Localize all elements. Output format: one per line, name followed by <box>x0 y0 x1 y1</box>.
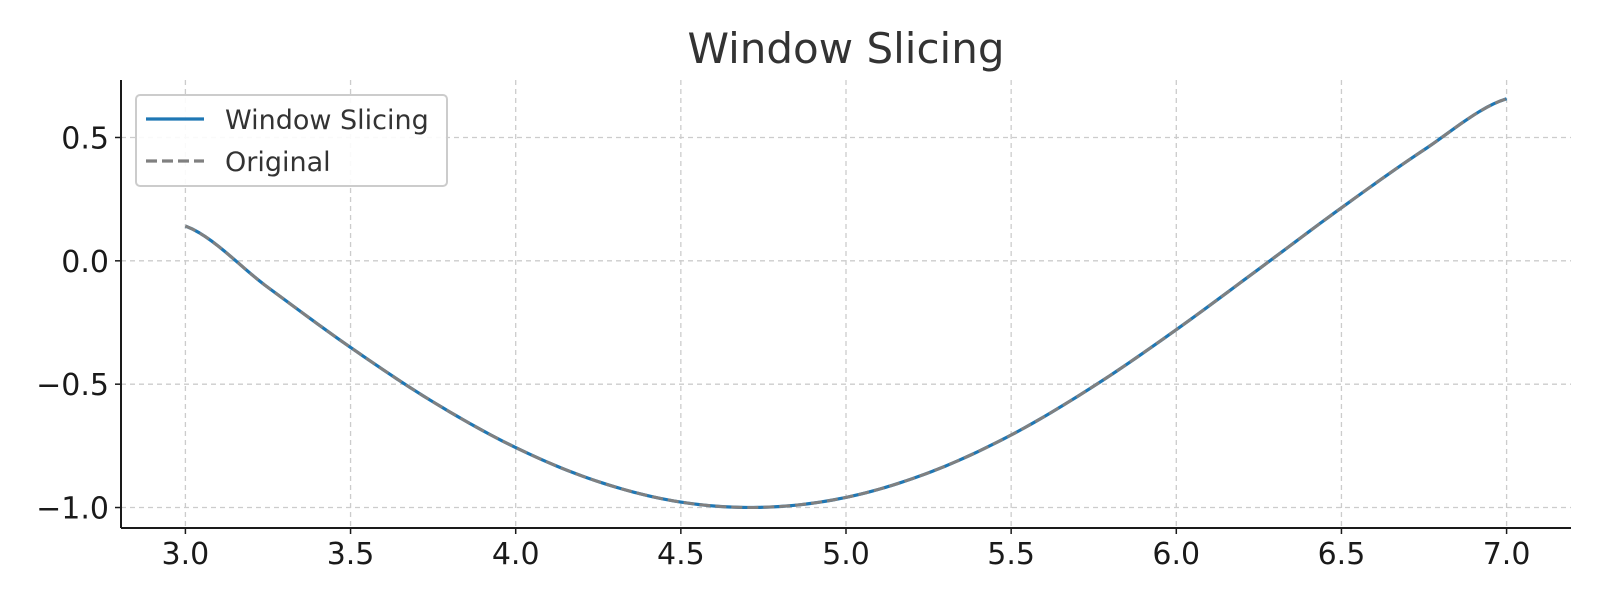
x-tick-label: 4.0 <box>492 537 540 572</box>
chart-title: Window Slicing <box>688 24 1005 73</box>
x-tick-label: 4.5 <box>657 537 705 572</box>
x-tick-label: 6.5 <box>1318 537 1366 572</box>
legend-label: Original <box>225 147 331 178</box>
x-tick-label: 3.5 <box>327 537 375 572</box>
series-layer <box>184 97 1508 510</box>
grid <box>121 80 1571 528</box>
x-tick-label: 5.0 <box>822 537 870 572</box>
x-tick-label: 5.5 <box>987 537 1035 572</box>
axes: 3.0 3.5 4.0 4.5 5.0 5.5 6.0 6.5 7.0 0.5 0.0 −0.5 −1.… <box>36 80 1571 572</box>
y-tick-label: 0.5 <box>61 121 109 156</box>
legend-box <box>135 94 448 187</box>
y-tick-label: −1.0 <box>36 492 109 527</box>
y-tick-label: −0.5 <box>36 368 109 403</box>
x-tick-label: 7.0 <box>1483 537 1531 572</box>
legend-label: Window Slicing <box>225 105 429 136</box>
legend: Window Slicing Original <box>135 94 448 187</box>
x-tick-label: 3.0 <box>162 537 210 572</box>
series-line-original <box>184 97 1508 509</box>
x-tick-label: 6.0 <box>1152 537 1200 572</box>
y-tick-label: 0.0 <box>61 245 109 280</box>
